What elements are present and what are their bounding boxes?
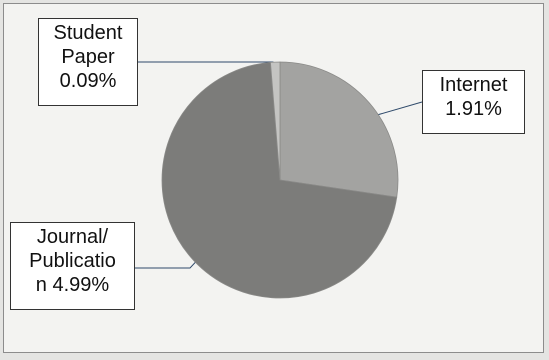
slice-label-line: Paper bbox=[61, 46, 115, 68]
pie-slice-internet bbox=[279, 61, 399, 198]
slice-label-line: 1.91% bbox=[445, 98, 502, 120]
slice-label-journal-publication: Journal/ Publicatio n 4.99% bbox=[10, 222, 135, 310]
slice-label-line: Journal/ bbox=[36, 226, 109, 248]
slice-label-line: Publicatio bbox=[29, 250, 116, 272]
pie-slices bbox=[161, 61, 399, 299]
slice-label-internet: Internet 1.91% bbox=[422, 70, 525, 134]
slice-label-student-paper: Student Paper 0.09% bbox=[38, 18, 138, 106]
pie-slice-student-paper bbox=[270, 61, 281, 181]
pie-slice-journal-publication bbox=[161, 61, 398, 299]
slice-label-line: Internet bbox=[439, 74, 508, 96]
slice-label-line: n 4.99% bbox=[35, 274, 110, 296]
slice-label-line: 0.09% bbox=[59, 70, 117, 92]
slice-label-line: Student bbox=[53, 22, 123, 44]
